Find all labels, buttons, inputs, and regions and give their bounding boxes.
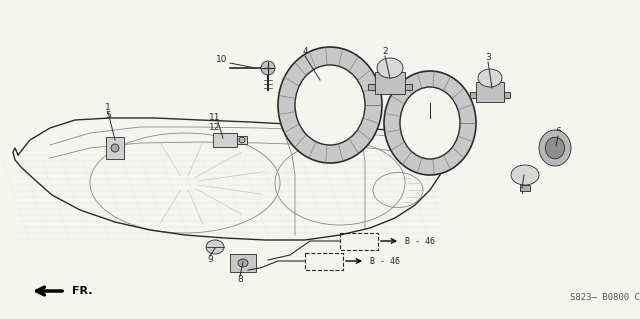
- Ellipse shape: [478, 69, 502, 87]
- Text: 9: 9: [207, 256, 213, 264]
- Bar: [305, 253, 343, 270]
- Text: B - 46: B - 46: [370, 256, 400, 265]
- Text: 5: 5: [105, 110, 111, 120]
- Ellipse shape: [261, 61, 275, 75]
- Ellipse shape: [206, 240, 224, 254]
- Bar: [237, 136, 247, 144]
- Text: 3: 3: [485, 54, 491, 63]
- Text: S823– B0800 C: S823– B0800 C: [570, 293, 640, 302]
- Text: 7: 7: [519, 188, 525, 197]
- Bar: [470, 92, 476, 98]
- Text: 1: 1: [105, 102, 111, 112]
- Bar: [375, 72, 405, 94]
- Bar: [340, 233, 378, 250]
- Text: 6: 6: [555, 128, 561, 137]
- Bar: [368, 84, 375, 90]
- Ellipse shape: [539, 130, 571, 166]
- Text: 11: 11: [209, 114, 221, 122]
- Bar: [504, 92, 510, 98]
- Ellipse shape: [545, 137, 564, 159]
- Ellipse shape: [377, 58, 403, 78]
- Bar: [106, 137, 124, 159]
- Bar: [476, 82, 504, 102]
- Text: 12: 12: [209, 122, 221, 131]
- Text: 4: 4: [427, 95, 433, 105]
- Text: B - 46: B - 46: [405, 236, 435, 246]
- Text: 10: 10: [216, 56, 228, 64]
- Text: 4: 4: [302, 48, 308, 56]
- Ellipse shape: [295, 65, 365, 145]
- Text: 8: 8: [237, 276, 243, 285]
- Ellipse shape: [238, 259, 248, 267]
- Ellipse shape: [278, 47, 382, 163]
- Ellipse shape: [511, 165, 539, 185]
- Bar: [520, 185, 530, 191]
- Ellipse shape: [111, 144, 119, 152]
- Bar: [230, 254, 256, 272]
- Ellipse shape: [239, 137, 245, 143]
- Text: FR.: FR.: [72, 286, 93, 296]
- Ellipse shape: [384, 71, 476, 175]
- Bar: [405, 84, 412, 90]
- Bar: [213, 133, 237, 147]
- Ellipse shape: [400, 87, 460, 159]
- Text: 2: 2: [382, 48, 388, 56]
